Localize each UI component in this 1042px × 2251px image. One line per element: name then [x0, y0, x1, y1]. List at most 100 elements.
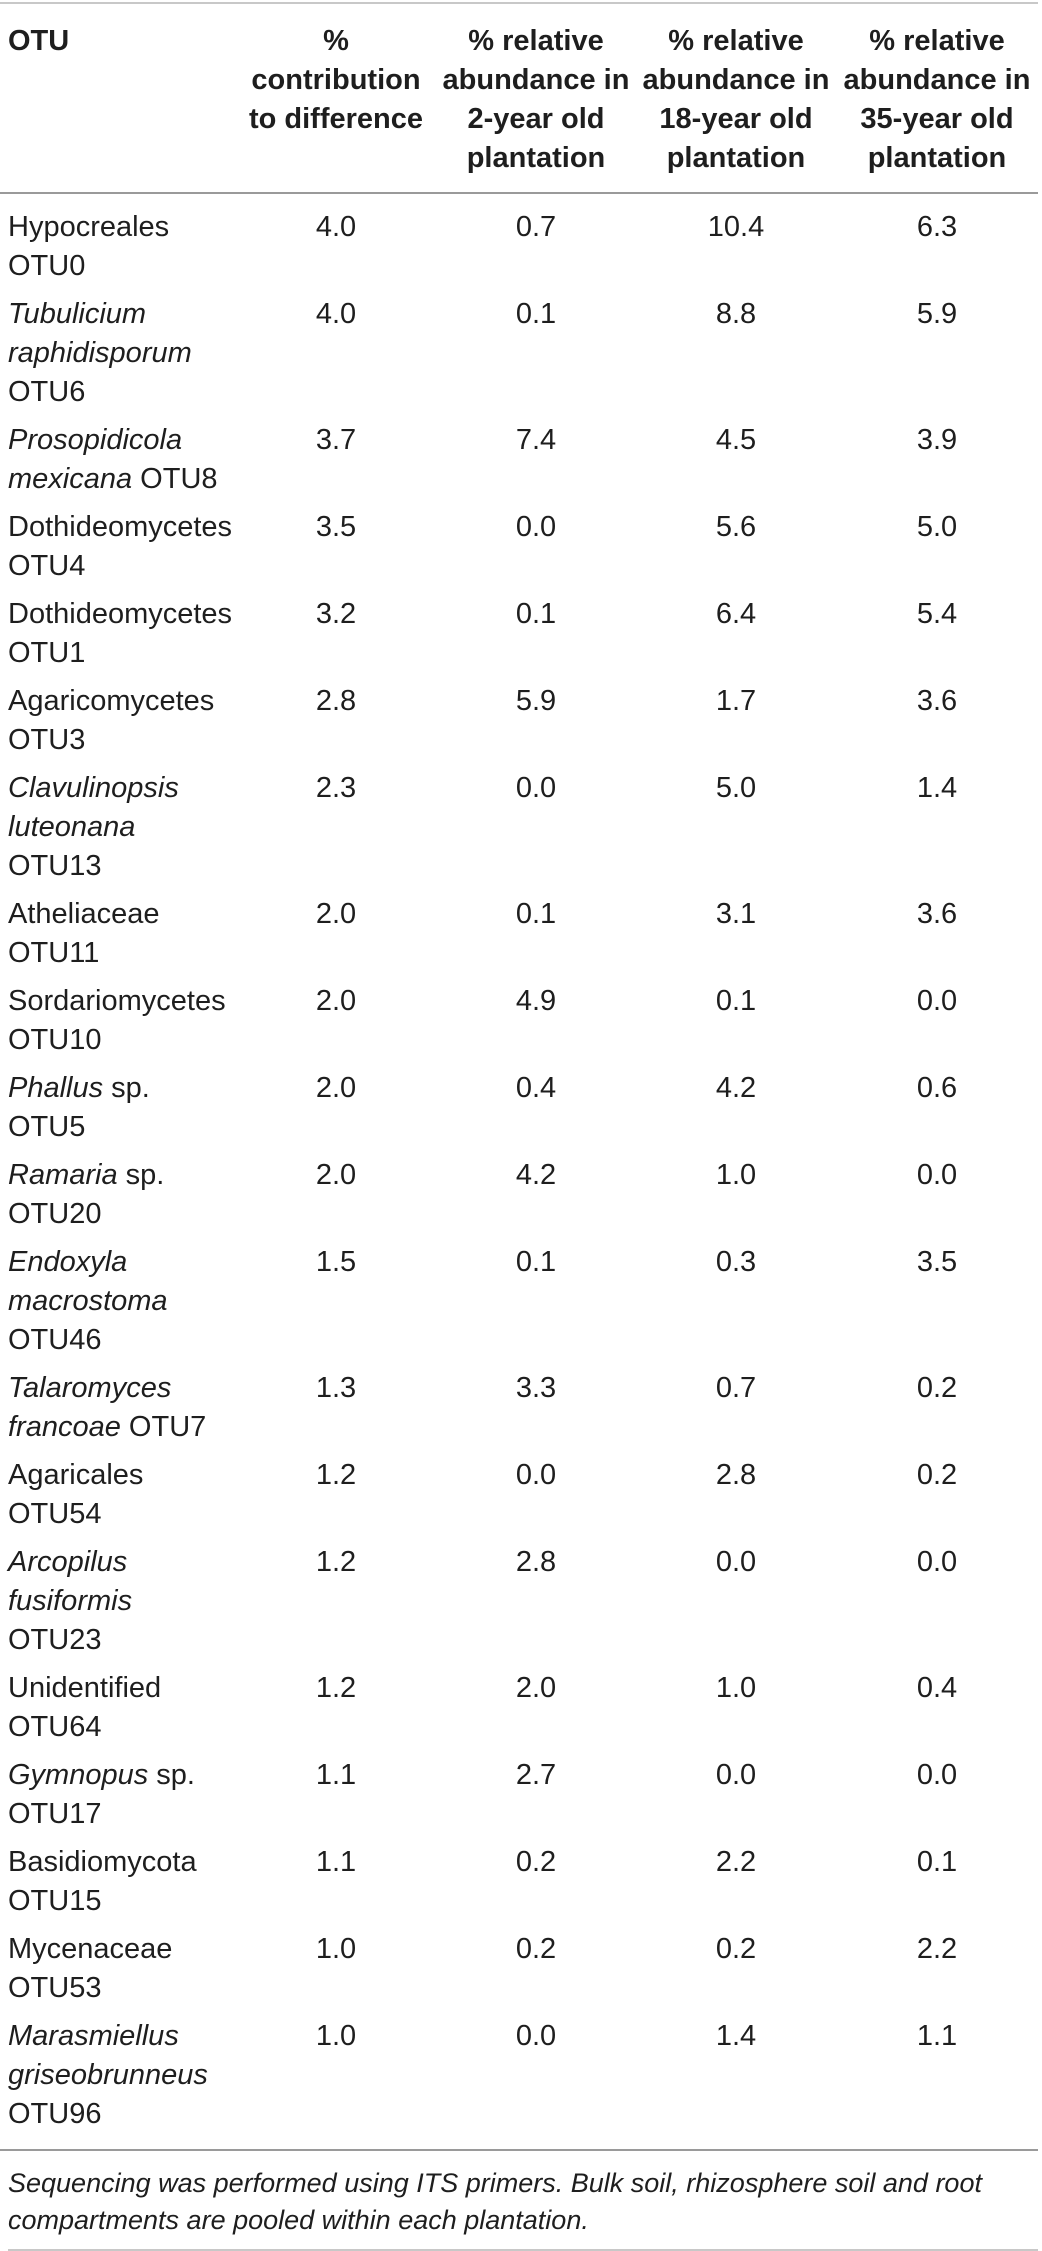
header-abundance-18yr: % relative abundance in 18-year old plan…: [636, 2, 836, 194]
abundance-2yr-cell: 3.3: [515, 1372, 557, 1404]
otu-taxon-italic: Prosopidicola mexicana: [8, 424, 183, 495]
otu-label: OTU13: [8, 850, 102, 882]
contribution-cell: 1.3: [315, 1372, 357, 1404]
abundance-2yr-cell: 4.9: [515, 985, 557, 1017]
abundance-35yr-cell: 0.4: [916, 1672, 958, 1704]
otu-name-cell: Tubulicium raphidisporum OTU6: [0, 295, 236, 421]
abundance-18yr-cell: 3.1: [715, 898, 757, 930]
contribution-cell: 1.0: [315, 1933, 357, 1965]
contribution-cell: 2.0: [315, 898, 357, 930]
otu-name-cell: Phallus sp. OTU5: [0, 1069, 236, 1156]
abundance-18yr-cell: 0.1: [715, 985, 757, 1017]
table-row: Endoxyla macrostoma OTU46 1.5 0.1 0.3 3.5: [0, 1243, 1038, 1369]
abundance-35yr-cell: 5.4: [916, 598, 958, 630]
footnote: Sequencing was performed using ITS prime…: [8, 2165, 1038, 2251]
contribution-cell: 2.0: [315, 1159, 357, 1191]
otu-taxon-italic: Tubulicium raphidisporum: [8, 298, 192, 369]
abundance-18yr-cell: 4.5: [715, 424, 757, 456]
table-row: Ramaria sp. OTU20 2.0 4.2 1.0 0.0: [0, 1156, 1038, 1243]
otu-label: sp. OTU5: [8, 1072, 150, 1143]
abundance-2yr-cell: 4.2: [515, 1159, 557, 1191]
abundance-35yr-cell: 1.1: [916, 2020, 958, 2052]
otu-label: Dothideomycetes OTU4: [8, 511, 233, 582]
otu-name-cell: Ramaria sp. OTU20: [0, 1156, 236, 1243]
abundance-2yr-cell: 0.1: [515, 298, 557, 330]
contribution-cell: 3.2: [315, 598, 357, 630]
abundance-2yr-cell: 2.7: [515, 1759, 557, 1791]
abundance-18yr-cell: 0.3: [715, 1246, 757, 1278]
otu-label: OTU96: [8, 2098, 102, 2130]
abundance-35yr-cell: 3.6: [916, 898, 958, 930]
otu-taxon-italic: Marasmiellus griseobrunneus: [8, 2020, 208, 2091]
otu-taxon-italic: Ramaria: [8, 1159, 118, 1191]
otu-label: Basidiomycota OTU15: [8, 1846, 197, 1917]
abundance-35yr-cell: 5.9: [916, 298, 958, 330]
table-row: Hypocreales OTU0 4.0 0.7 10.4 6.3: [0, 193, 1038, 295]
otu-name-cell: Endoxyla macrostoma OTU46: [0, 1243, 236, 1369]
otu-name-cell: Hypocreales OTU0: [0, 193, 236, 295]
abundance-18yr-cell: 1.4: [715, 2020, 757, 2052]
table-row: Dothideomycetes OTU4 3.5 0.0 5.6 5.0: [0, 508, 1038, 595]
abundance-35yr-cell: 0.0: [916, 1159, 958, 1191]
abundance-18yr-cell: 0.0: [715, 1546, 757, 1578]
otu-name-cell: Mycenaceae OTU53: [0, 1930, 236, 2017]
abundance-2yr-cell: 0.2: [515, 1933, 557, 1965]
contribution-cell: 4.0: [315, 211, 357, 243]
contribution-cell: 1.2: [315, 1546, 357, 1578]
abundance-35yr-cell: 3.9: [916, 424, 958, 456]
abundance-18yr-cell: 1.0: [715, 1159, 757, 1191]
abundance-18yr-cell: 0.2: [715, 1933, 757, 1965]
table-row: Agaricales OTU54 1.2 0.0 2.8 0.2: [0, 1456, 1038, 1543]
table-row: Gymnopus sp. OTU17 1.1 2.7 0.0 0.0: [0, 1756, 1038, 1843]
abundance-35yr-cell: 0.2: [916, 1372, 958, 1404]
otu-label: OTU7: [120, 1411, 207, 1443]
table-row: Clavulinopsis luteonana OTU13 2.3 0.0 5.0 1.…: [0, 769, 1038, 895]
contribution-cell: 1.0: [315, 2020, 357, 2052]
abundance-2yr-cell: 0.0: [515, 772, 557, 804]
otu-label: Mycenaceae OTU53: [8, 1933, 173, 2004]
abundance-18yr-cell: 10.4: [707, 211, 765, 243]
otu-name-cell: Clavulinopsis luteonana OTU13: [0, 769, 236, 895]
table-row: Phallus sp. OTU5 2.0 0.4 4.2 0.6: [0, 1069, 1038, 1156]
otu-name-cell: Dothideomycetes OTU4: [0, 508, 236, 595]
otu-taxon-italic: Arcopilus fusiformis: [8, 1546, 133, 1617]
otu-name-cell: Sordariomycetes OTU10: [0, 982, 236, 1069]
otu-taxon-italic: Gymnopus: [8, 1759, 149, 1791]
footnote-row: Sequencing was performed using ITS prime…: [0, 2149, 1038, 2251]
otu-label: Agaricales OTU54: [8, 1459, 144, 1530]
abundance-35yr-cell: 3.5: [916, 1246, 958, 1278]
contribution-cell: 4.0: [315, 298, 357, 330]
abundance-18yr-cell: 2.2: [715, 1846, 757, 1878]
abundance-2yr-cell: 0.1: [515, 898, 557, 930]
otu-label: Agaricomycetes OTU3: [8, 685, 215, 756]
table-row: Atheliaceae OTU11 2.0 0.1 3.1 3.6: [0, 895, 1038, 982]
table-row: Marasmiellus griseobrunneus OTU96 1.0 0.0 1…: [0, 2017, 1038, 2150]
table-row: Dothideomycetes OTU1 3.2 0.1 6.4 5.4: [0, 595, 1038, 682]
abundance-35yr-cell: 0.6: [916, 1072, 958, 1104]
abundance-2yr-cell: 0.4: [515, 1072, 557, 1104]
otu-label: sp. OTU17: [8, 1759, 195, 1830]
contribution-cell: 3.7: [315, 424, 357, 456]
abundance-2yr-cell: 0.2: [515, 1846, 557, 1878]
table-row: Agaricomycetes OTU3 2.8 5.9 1.7 3.6: [0, 682, 1038, 769]
otu-label: OTU6: [8, 376, 86, 408]
abundance-35yr-cell: 6.3: [916, 211, 958, 243]
contribution-cell: 2.0: [315, 1072, 357, 1104]
contribution-cell: 3.5: [315, 511, 357, 543]
table-footer: Sequencing was performed using ITS prime…: [0, 2149, 1038, 2251]
abundance-35yr-cell: 2.2: [916, 1933, 958, 1965]
otu-label: Dothideomycetes OTU1: [8, 598, 233, 669]
abundance-35yr-cell: 0.2: [916, 1459, 958, 1491]
contribution-cell: 2.8: [315, 685, 357, 717]
otu-taxon-italic: Clavulinopsis luteonana: [8, 772, 179, 843]
footnote-cell: Sequencing was performed using ITS prime…: [0, 2149, 1038, 2251]
header-row: OTU % contribution to difference % relat…: [0, 2, 1038, 194]
otu-label: Hypocreales OTU0: [8, 211, 170, 282]
table-row: Mycenaceae OTU53 1.0 0.2 0.2 2.2: [0, 1930, 1038, 2017]
abundance-2yr-cell: 0.1: [515, 1246, 557, 1278]
otu-label: OTU46: [8, 1324, 102, 1356]
contribution-cell: 1.5: [315, 1246, 357, 1278]
otu-name-cell: Marasmiellus griseobrunneus OTU96: [0, 2017, 236, 2150]
